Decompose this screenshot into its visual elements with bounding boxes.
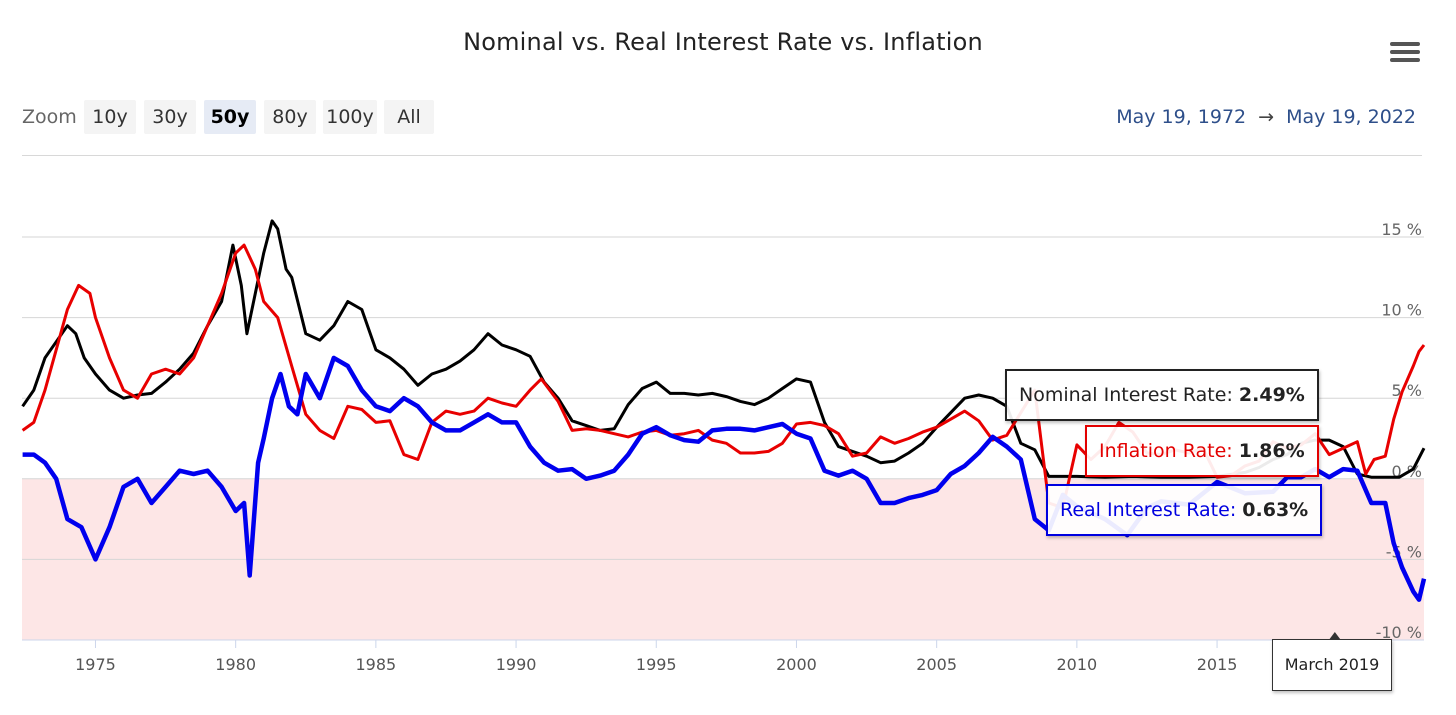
x-tick-label: 1975: [75, 655, 116, 674]
range-arrow-icon: →: [1258, 106, 1275, 128]
zoom-80y-button[interactable]: 80y: [264, 100, 316, 134]
x-tick-label: 2005: [916, 655, 957, 674]
tooltip-inflation-value: 1.86%: [1238, 440, 1305, 462]
y-tick-label: -10 %: [1376, 623, 1422, 642]
tooltip-real-value: 0.63%: [1242, 499, 1309, 521]
range-start-input[interactable]: May 19, 1972: [1116, 106, 1247, 128]
tooltip-real-label: Real Interest Rate:: [1060, 499, 1237, 521]
y-tick-label: 10 %: [1381, 301, 1422, 320]
x-tick-label: 1995: [636, 655, 677, 674]
tooltip-nominal-value: 2.49%: [1238, 384, 1305, 406]
x-tick-label: 2010: [1057, 655, 1098, 674]
x-tick-label: 2000: [776, 655, 817, 674]
tooltip-inflation-label: Inflation Rate:: [1099, 440, 1233, 462]
x-tick-label: 2015: [1197, 655, 1238, 674]
zoom-50y-button[interactable]: 50y: [204, 100, 256, 134]
x-tick-label: 1980: [215, 655, 256, 674]
tooltip-real: Real Interest Rate: 0.63%: [1046, 484, 1323, 536]
date-range: May 19, 1972 → May 19, 2022: [1116, 106, 1416, 128]
zoom-30y-button[interactable]: 30y: [144, 100, 196, 134]
zoom-all-button[interactable]: All: [384, 100, 434, 134]
range-end-input[interactable]: May 19, 2022: [1286, 106, 1416, 128]
chart-title: Nominal vs. Real Interest Rate vs. Infla…: [463, 28, 983, 56]
hover-marker-icon: [1328, 632, 1341, 640]
y-tick-label: 15 %: [1381, 220, 1422, 239]
zoom-10y-button[interactable]: 10y: [84, 100, 136, 134]
tooltip-date-label: March 2019: [1272, 639, 1392, 691]
x-tick-label: 1990: [496, 655, 537, 674]
tooltip-nominal-label: Nominal Interest Rate:: [1019, 384, 1233, 406]
x-tick-label: 1985: [356, 655, 397, 674]
tooltip-nominal: Nominal Interest Rate: 2.49%: [1005, 369, 1319, 421]
zoom-100y-button[interactable]: 100y: [323, 100, 377, 134]
y-tick-label: -5 %: [1386, 542, 1422, 561]
hamburger-menu-icon[interactable]: [1390, 42, 1420, 66]
y-tick-label: 5 %: [1392, 381, 1422, 400]
tooltip-inflation: Inflation Rate: 1.86%: [1085, 425, 1319, 477]
zoom-label: Zoom: [22, 106, 77, 128]
toolbar-divider: [22, 155, 1422, 156]
